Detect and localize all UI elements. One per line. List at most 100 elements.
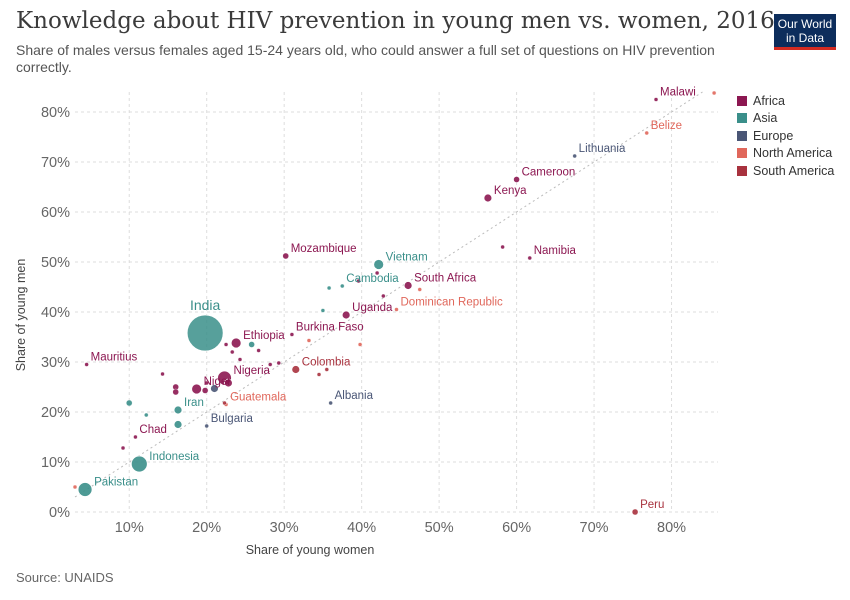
data-point[interactable] (653, 97, 659, 102)
data-point[interactable] (191, 383, 203, 395)
data-point[interactable] (173, 405, 183, 415)
point-label: Lithuania (579, 143, 626, 155)
data-point[interactable] (72, 484, 78, 490)
point-label: Colombia (302, 357, 351, 369)
data-point[interactable] (373, 259, 385, 270)
point-label: Ethiopia (243, 330, 285, 342)
legend-item[interactable]: North America (737, 145, 834, 163)
data-point[interactable] (631, 508, 639, 516)
x-tick-label: 80% (657, 520, 686, 536)
data-point[interactable] (572, 153, 577, 159)
legend-swatch (737, 165, 747, 176)
x-tick-label: 60% (502, 520, 531, 536)
data-point[interactable] (160, 371, 165, 377)
point-label: Vietnam (386, 252, 428, 264)
data-point[interactable] (222, 400, 227, 406)
data-point[interactable] (644, 130, 649, 136)
point-label: Mauritius (91, 352, 138, 364)
y-tick-label: 0% (49, 505, 70, 521)
data-point[interactable] (341, 310, 351, 320)
data-point[interactable] (403, 281, 413, 290)
data-point[interactable] (513, 176, 520, 183)
data-point[interactable] (374, 270, 380, 276)
data-point[interactable] (248, 341, 255, 348)
y-tick-label: 60% (41, 205, 70, 221)
point-label: Niger (204, 376, 232, 388)
data-point[interactable] (282, 252, 289, 260)
data-point[interactable] (394, 307, 399, 312)
data-point[interactable] (268, 362, 273, 367)
x-tick-label: 20% (192, 520, 221, 536)
data-point[interactable] (144, 412, 149, 418)
source-note: Source: UNAIDS (16, 570, 114, 585)
data-point[interactable] (483, 193, 493, 203)
data-point[interactable] (237, 357, 243, 362)
data-point[interactable] (320, 308, 326, 313)
data-point[interactable] (711, 90, 717, 96)
data-point[interactable] (77, 482, 93, 497)
data-point[interactable] (173, 420, 183, 429)
data-point[interactable] (210, 384, 219, 393)
point-label: Cambodia (346, 273, 399, 285)
chart-title: Knowledge about HIV prevention in young … (16, 8, 775, 34)
data-point[interactable] (256, 348, 261, 353)
data-point[interactable] (204, 423, 209, 429)
point-label: Malawi (660, 87, 696, 99)
data-point[interactable] (133, 434, 138, 440)
x-tick-label: 10% (115, 520, 144, 536)
legend-item[interactable]: Asia (737, 110, 834, 128)
data-point[interactable] (381, 293, 386, 299)
data-point[interactable] (120, 445, 126, 451)
data-point[interactable] (126, 399, 133, 407)
data-point[interactable] (130, 455, 148, 473)
data-point[interactable] (201, 387, 209, 394)
data-point[interactable] (84, 362, 89, 367)
y-tick-label: 30% (41, 355, 70, 371)
grid-lines (75, 92, 718, 513)
data-point[interactable] (356, 278, 361, 284)
data-point[interactable] (357, 342, 363, 347)
logo-line-1: Our World (777, 17, 833, 31)
data-point[interactable] (223, 342, 229, 347)
data-point[interactable] (289, 332, 295, 337)
data-point[interactable] (316, 372, 322, 377)
logo-line-2: in Data (785, 31, 825, 45)
data-point[interactable] (186, 314, 224, 352)
axis-ticks: 0% 10% 20% 30% 40% 50% 60% 70% 80% 10% 20% 30% 40% 50… (41, 105, 686, 536)
data-point[interactable] (417, 287, 422, 292)
data-point[interactable] (527, 255, 532, 261)
data-point[interactable] (230, 349, 235, 355)
legend-item[interactable]: Europe (737, 127, 834, 145)
point-label: Nigeria (234, 365, 271, 377)
data-point[interactable] (276, 360, 281, 366)
x-tick-label: 40% (347, 520, 376, 536)
legend-label: Africa (753, 93, 785, 108)
legend-swatch (737, 95, 747, 106)
data-point[interactable] (326, 285, 332, 291)
data-point[interactable] (230, 337, 242, 349)
data-point[interactable] (324, 367, 329, 372)
legend-item[interactable]: Africa (737, 92, 834, 110)
data-point[interactable] (328, 400, 333, 406)
data-point[interactable] (500, 244, 505, 250)
point-label: Indonesia (149, 451, 199, 463)
data-point[interactable] (204, 380, 209, 386)
data-point[interactable] (306, 338, 312, 343)
point-label: Guatemala (230, 392, 287, 404)
data-point[interactable] (223, 378, 233, 388)
owid-logo[interactable]: Our World in Data (774, 14, 836, 50)
y-tick-label: 10% (41, 455, 70, 471)
legend-swatch (737, 130, 747, 141)
data-point[interactable] (172, 388, 179, 396)
x-tick-label: 30% (270, 520, 299, 536)
data-point[interactable] (291, 365, 301, 374)
point-label: Uganda (352, 302, 393, 314)
point-label: India (190, 297, 221, 313)
point-label: Namibia (534, 245, 577, 257)
point-label: Bulgaria (211, 413, 254, 425)
data-point[interactable] (340, 283, 345, 289)
chart-subtitle: Share of males versus females aged 15-24… (16, 42, 715, 75)
legend-item[interactable]: South America (737, 162, 834, 180)
point-label: South Africa (414, 273, 477, 285)
